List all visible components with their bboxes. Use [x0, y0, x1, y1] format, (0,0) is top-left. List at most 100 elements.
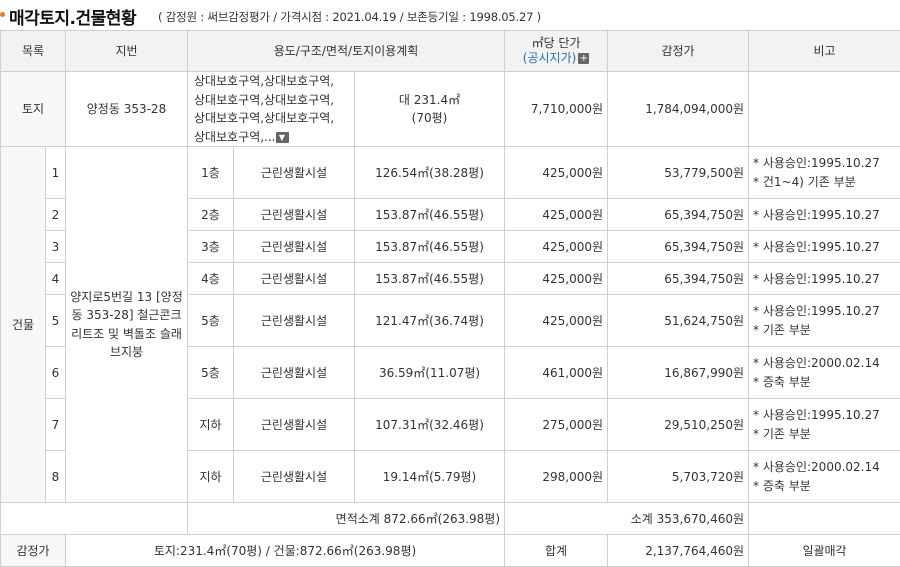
subtotal-blank	[0, 502, 188, 536]
section-subtitle: ( 감정원 : 써브감정평가 / 가격시점 : 2021.04.19 / 보존등…	[158, 10, 541, 24]
col-usage: 용도/구조/면적/토지이용계획	[186, 30, 506, 72]
land-row: 토지 양정동 353-28 상대보호구역,상대보호구역, 상대보호구역,상대보호…	[0, 70, 900, 148]
col-category: 목록	[0, 30, 66, 72]
row-notes: * 사용승인:2000.02.14 * 증축 부분	[748, 346, 900, 400]
total-remark: 일괄매각	[748, 534, 900, 567]
row-use: 근린생활시설	[233, 262, 355, 296]
row-appraisal: 65,394,750원	[607, 262, 750, 296]
row-no: 3	[45, 230, 66, 264]
zoning-line: 상대보호구역,상대보호구역,	[194, 111, 335, 126]
row-use: 근린생활시설	[233, 146, 355, 200]
row-area: 153.87㎡(46.55평)	[353, 262, 506, 296]
note-line: * 사용승인:1995.10.27	[753, 156, 880, 171]
row-no: 8	[45, 450, 66, 504]
col-unit-price-label: ㎡당 단가	[531, 36, 581, 50]
row-floor: 5층	[187, 294, 234, 348]
note-line: * 사용승인:1995.10.27	[753, 271, 880, 286]
land-zoning: 상대보호구역,상대보호구역, 상대보호구역,상대보호구역, 상대보호구역,상대보…	[187, 70, 355, 148]
row-no: 2	[45, 198, 66, 232]
note-line: * 건1~4) 기존 부분	[753, 174, 856, 189]
col-unit-price: ㎡당 단가 (공시지가) +	[504, 30, 609, 72]
row-notes: * 사용승인:1995.10.27	[748, 262, 900, 296]
row-no: 4	[45, 262, 66, 296]
note-line: * 사용승인:1995.10.27	[753, 408, 880, 423]
land-appraisal: 1,784,094,000원	[607, 70, 750, 148]
row-area: 121.47㎡(36.74평)	[353, 294, 506, 348]
note-line: * 증축 부분	[753, 478, 811, 493]
row-notes: * 사용승인:1995.10.27 * 기존 부분	[748, 294, 900, 348]
total-sum: 2,137,764,460원	[607, 534, 750, 567]
row-floor: 3층	[187, 230, 234, 264]
note-line: * 사용승인:1995.10.27	[753, 239, 880, 254]
chevron-down-box-icon[interactable]: ▼	[275, 131, 289, 143]
note-line: * 사용승인:1995.10.27	[753, 304, 880, 319]
note-line: * 기존 부분	[753, 322, 811, 337]
row-floor: 5층	[187, 346, 234, 400]
row-no: 6	[45, 346, 66, 400]
note-line: * 증축 부분	[753, 374, 811, 389]
row-use: 근린생활시설	[233, 294, 355, 348]
building-row: 7 지하 근린생활시설 107.31㎡(32.46평) 275,000원 29,…	[1, 398, 900, 452]
subtotal-remarks	[748, 502, 900, 536]
zoning-line: 상대보호구역,상대보호구역,	[194, 92, 335, 107]
row-area: 36.59㎡(11.07평)	[353, 346, 506, 400]
total-label: 감정가	[0, 534, 66, 567]
total-summary: 토지:231.4㎡(70평) / 건물:872.66㎡(263.98평)	[64, 534, 506, 567]
row-unit-price: 275,000원	[504, 398, 609, 452]
col-remarks: 비고	[748, 30, 900, 72]
row-use: 근린생활시설	[233, 346, 355, 400]
official-price-link[interactable]: (공시지가)	[522, 51, 577, 65]
row-floor: 4층	[187, 262, 234, 296]
row-area: 19.14㎡(5.79평)	[353, 450, 506, 504]
subtotal-row: 면적소계 872.66㎡(263.98평) 소계 353,670,460원	[0, 502, 900, 536]
row-appraisal: 29,510,250원	[607, 398, 750, 452]
row-no: 7	[45, 398, 66, 452]
building-row: 6 5층 근린생활시설 36.59㎡(11.07평) 461,000원 16,8…	[1, 346, 900, 400]
row-unit-price: 425,000원	[504, 198, 609, 232]
row-area: 126.54㎡(38.28평)	[353, 146, 506, 200]
total-sum-label: 합계	[504, 534, 609, 567]
row-appraisal: 16,867,990원	[607, 346, 750, 400]
total-row: 감정가 토지:231.4㎡(70평) / 건물:872.66㎡(263.98평)…	[0, 534, 900, 567]
row-notes: * 사용승인:1995.10.27	[748, 230, 900, 264]
row-area: 107.31㎡(32.46평)	[353, 398, 506, 452]
row-floor: 지하	[187, 450, 234, 504]
row-appraisal: 53,779,500원	[607, 146, 750, 200]
building-row: 2 2층 근린생활시설 153.87㎡(46.55평) 425,000원 65,…	[1, 198, 900, 232]
section-title: 매각토지.건물현황	[9, 9, 137, 29]
row-no: 1	[45, 146, 66, 200]
row-unit-price: 425,000원	[504, 262, 609, 296]
row-use: 근린생활시설	[233, 198, 355, 232]
row-area: 153.87㎡(46.55평)	[353, 198, 506, 232]
zoning-line: 상대보호구역,...	[194, 129, 276, 144]
building-label: 건물	[0, 146, 46, 504]
row-unit-price: 461,000원	[504, 346, 609, 400]
row-notes: * 사용승인:2000.02.14 * 증축 부분	[748, 450, 900, 504]
row-appraisal: 65,394,750원	[607, 230, 750, 264]
building-row: 3 3층 근린생활시설 153.87㎡(46.55평) 425,000원 65,…	[1, 230, 900, 264]
row-no: 5	[45, 294, 66, 348]
row-unit-price: 425,000원	[504, 146, 609, 200]
row-floor: 2층	[187, 198, 234, 232]
building-row: 5 5층 근린생활시설 121.47㎡(36.74평) 425,000원 51,…	[1, 294, 900, 348]
note-line: * 사용승인:1995.10.27	[753, 207, 880, 222]
land-area-pyeong: (70평)	[411, 111, 448, 126]
col-lot: 지번	[65, 30, 188, 72]
land-area: 대 231.4㎡ (70평)	[353, 70, 506, 148]
row-notes: * 사용승인:1995.10.27 * 건1~4) 기존 부분	[748, 146, 900, 200]
bullet-dot-icon	[0, 12, 5, 17]
table-header-row: 목록 지번 용도/구조/면적/토지이용계획 ㎡당 단가 (공시지가) + 감정가 …	[0, 30, 900, 72]
row-appraisal: 5,703,720원	[607, 450, 750, 504]
col-appraisal: 감정가	[607, 30, 750, 72]
row-floor: 지하	[187, 398, 234, 452]
property-table: 목록 지번 용도/구조/면적/토지이용계획 ㎡당 단가 (공시지가) + 감정가 …	[0, 30, 900, 567]
row-notes: * 사용승인:1995.10.27 * 기존 부분	[748, 398, 900, 452]
area-subtotal: 면적소계 872.66㎡(263.98평)	[186, 502, 506, 536]
row-use: 근린생활시설	[233, 398, 355, 452]
land-unit-price: 7,710,000원	[504, 70, 609, 148]
plus-box-icon[interactable]: +	[578, 53, 590, 64]
row-appraisal: 51,624,750원	[607, 294, 750, 348]
land-area-value: 대 231.4㎡	[398, 92, 461, 107]
building-row: 건물 1 양지로5번길 13 [양정동 353-28] 철근콘크리트조 및 벽돌…	[0, 146, 900, 504]
building-subtotal: 소계 353,670,460원	[504, 502, 750, 536]
